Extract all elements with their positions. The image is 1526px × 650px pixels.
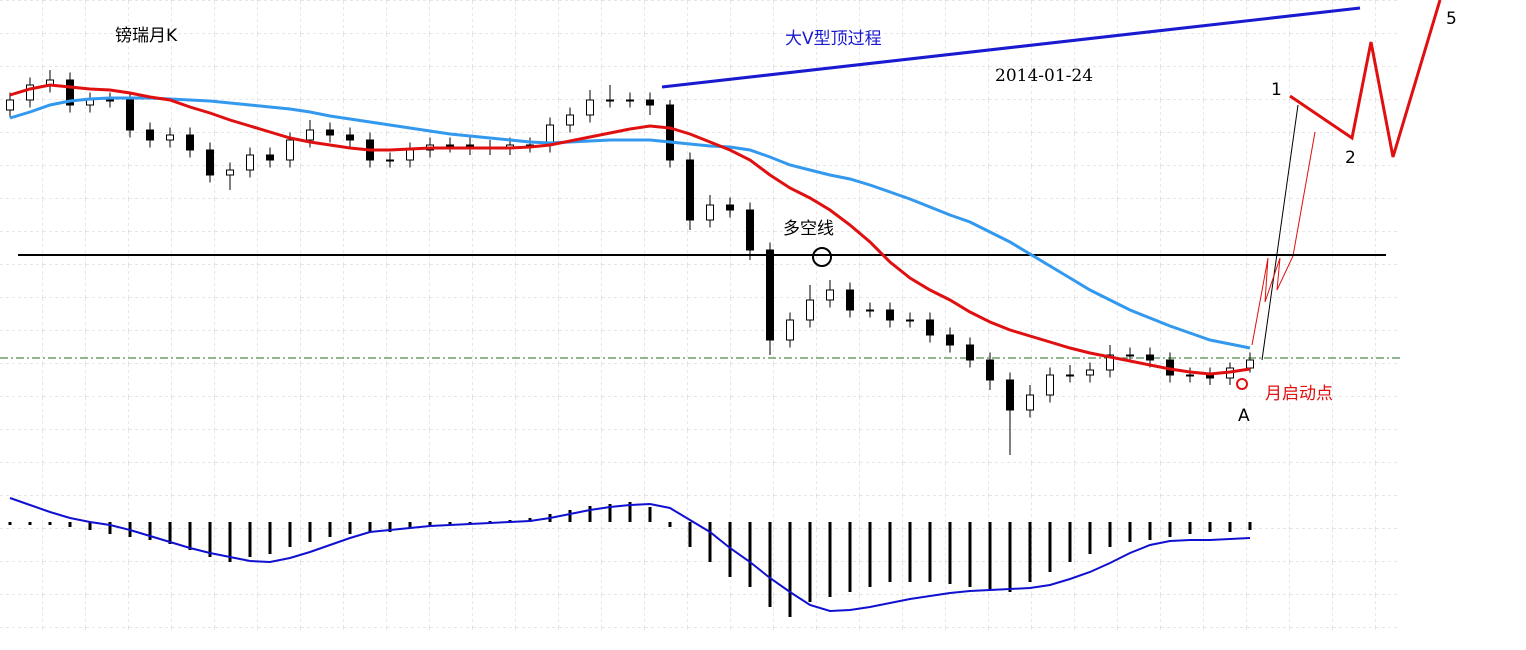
candle-body bbox=[786, 319, 794, 341]
candle-body bbox=[946, 334, 954, 346]
chart-title: 镑瑞月K bbox=[115, 26, 178, 46]
candle-body bbox=[866, 309, 874, 312]
candle-body bbox=[706, 204, 714, 221]
annotation: 大V型顶过程 bbox=[785, 29, 882, 49]
candle-body bbox=[1006, 379, 1014, 411]
candle-body bbox=[1086, 369, 1094, 376]
candle-body bbox=[106, 99, 114, 102]
candle-body bbox=[906, 319, 914, 322]
candle-body bbox=[226, 169, 234, 176]
candle-body bbox=[306, 129, 314, 141]
candle-body bbox=[1046, 374, 1054, 396]
candle-body bbox=[246, 154, 254, 171]
candle-body bbox=[1146, 354, 1154, 361]
candle-body bbox=[806, 299, 814, 321]
date-label: 2014-01-24 bbox=[995, 66, 1093, 86]
candle-body bbox=[746, 209, 754, 251]
candle-body bbox=[26, 84, 34, 101]
moving-average bbox=[9, 83, 1251, 376]
candle-body bbox=[1106, 354, 1114, 371]
macd-line bbox=[9, 497, 1251, 613]
candle-body bbox=[846, 289, 854, 311]
candle-body bbox=[1026, 394, 1034, 411]
projection bbox=[1289, 0, 1442, 158]
candle-body bbox=[346, 134, 354, 141]
candle-body bbox=[726, 204, 734, 211]
candle-body bbox=[1126, 354, 1134, 357]
annotation: 1 bbox=[1271, 80, 1282, 100]
candle-body bbox=[646, 99, 654, 106]
candle-body bbox=[66, 79, 74, 106]
candle-body bbox=[326, 129, 334, 136]
candle-body bbox=[626, 99, 634, 102]
candle-body bbox=[986, 359, 994, 381]
candle-body bbox=[146, 129, 154, 141]
candle-body bbox=[566, 114, 574, 126]
candle-body bbox=[926, 319, 934, 336]
candle-body bbox=[1066, 374, 1074, 377]
candle-body bbox=[386, 159, 394, 162]
candle-body bbox=[6, 99, 14, 111]
trend-line bbox=[661, 6, 1361, 89]
candle-body bbox=[166, 134, 174, 141]
candle-body bbox=[586, 99, 594, 116]
candle-body bbox=[666, 104, 674, 161]
candle-body bbox=[126, 99, 134, 131]
candle-body bbox=[886, 309, 894, 321]
marker bbox=[812, 247, 832, 267]
candle-body bbox=[1246, 359, 1254, 369]
marker bbox=[1236, 378, 1248, 390]
level-label: 多空线 bbox=[783, 219, 834, 239]
annotation: A bbox=[1238, 406, 1250, 426]
candle-body bbox=[966, 344, 974, 361]
annotation: 5 bbox=[1446, 9, 1457, 29]
candle-body bbox=[266, 154, 274, 161]
candle-body bbox=[286, 139, 294, 161]
candle-body bbox=[606, 99, 614, 102]
projection bbox=[1261, 104, 1299, 361]
annotation: 2 bbox=[1345, 148, 1356, 168]
candle-body bbox=[206, 149, 214, 176]
candle-body bbox=[446, 144, 454, 147]
moving-average bbox=[9, 96, 1251, 350]
candle-body bbox=[826, 289, 834, 301]
candle-body bbox=[186, 134, 194, 151]
candle-body bbox=[1186, 374, 1194, 377]
candle-body bbox=[766, 249, 774, 341]
annotation: 月启动点 bbox=[1265, 384, 1333, 404]
candle-body bbox=[686, 159, 694, 221]
candle-body bbox=[406, 149, 414, 161]
